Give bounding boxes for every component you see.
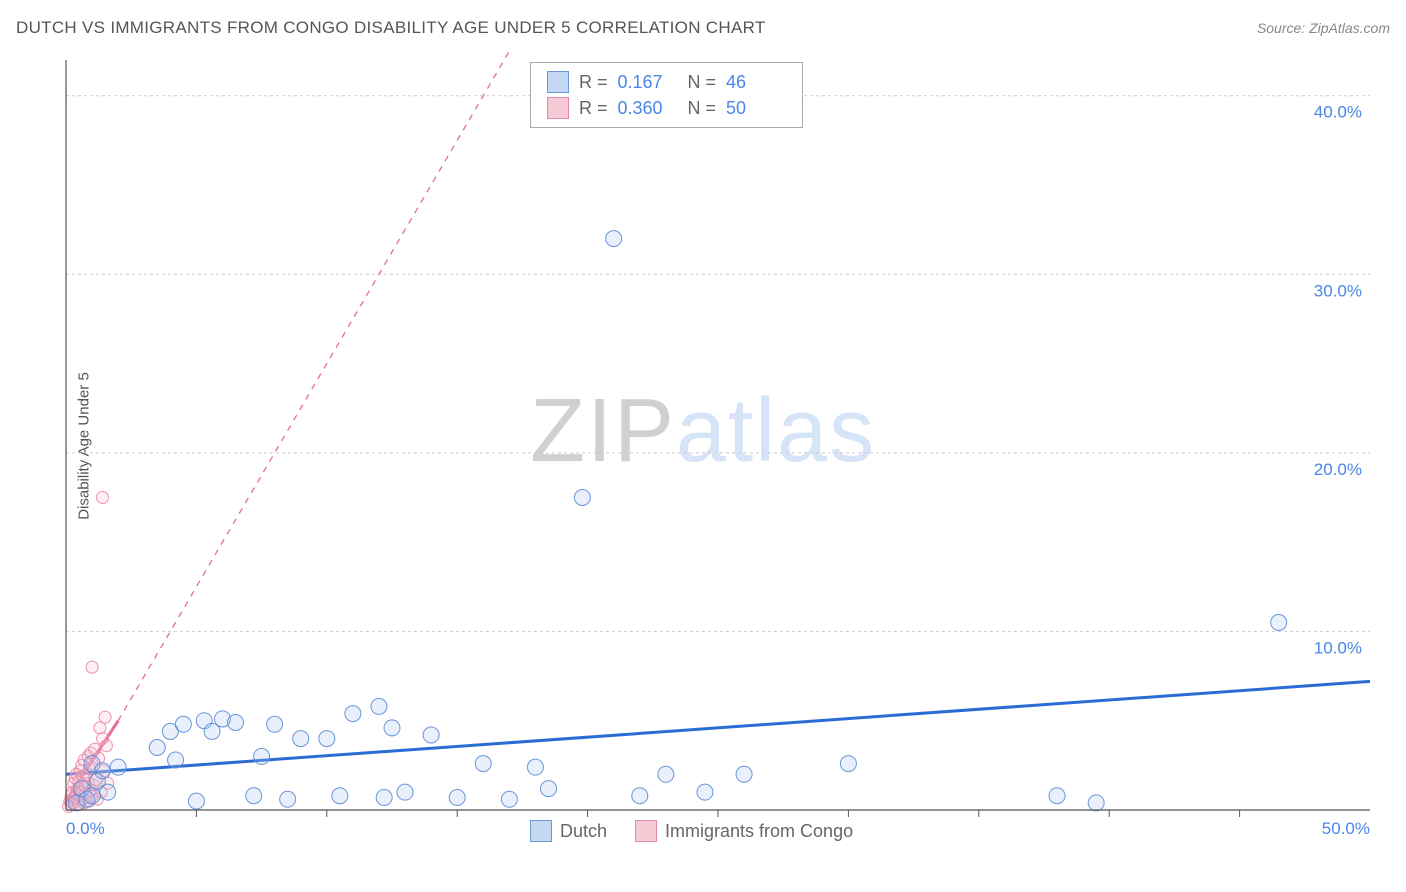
data-point <box>319 731 335 747</box>
n-label: N = <box>688 98 717 119</box>
data-point <box>527 759 543 775</box>
data-point <box>97 492 109 504</box>
legend-series: Dutch Immigrants from Congo <box>530 820 853 842</box>
data-point <box>606 231 622 247</box>
legend-label: Immigrants from Congo <box>665 821 853 842</box>
data-point <box>100 740 112 752</box>
r-value: 0.167 <box>618 72 678 93</box>
data-point <box>149 740 165 756</box>
data-point <box>736 766 752 782</box>
data-point <box>371 698 387 714</box>
legend-swatch <box>547 71 569 93</box>
scatter-chart: 10.0% 20.0% 30.0% 40.0% 0.0% 50.0% <box>50 50 1390 840</box>
data-point <box>95 763 111 779</box>
data-point <box>94 722 106 734</box>
title-bar: DUTCH VS IMMIGRANTS FROM CONGO DISABILIT… <box>16 18 1390 38</box>
r-value: 0.360 <box>618 98 678 119</box>
n-value: 50 <box>726 98 786 119</box>
plot-area: ZIPatlas 10.0%20.0%30.0%40.0%0.0%50.0% R… <box>50 50 1390 840</box>
data-point <box>86 661 98 673</box>
data-point <box>658 766 674 782</box>
data-point <box>175 716 191 732</box>
data-point <box>110 759 126 775</box>
data-point <box>188 793 204 809</box>
data-point <box>397 784 413 800</box>
data-point <box>254 748 270 764</box>
data-point <box>501 791 517 807</box>
data-point <box>384 720 400 736</box>
data-point <box>574 490 590 506</box>
legend-item: Dutch <box>530 820 607 842</box>
r-label: R = <box>579 72 608 93</box>
data-point <box>345 706 361 722</box>
n-label: N = <box>688 72 717 93</box>
legend-swatch <box>635 820 657 842</box>
data-point <box>423 727 439 743</box>
legend-label: Dutch <box>560 821 607 842</box>
data-point <box>267 716 283 732</box>
data-point <box>697 784 713 800</box>
data-point <box>1088 795 1104 811</box>
legend-row: R = 0.167 N = 46 <box>531 69 802 95</box>
data-point <box>376 790 392 806</box>
svg-text:20.0%: 20.0% <box>1314 460 1362 479</box>
data-point <box>1271 615 1287 631</box>
svg-text:30.0%: 30.0% <box>1314 281 1362 300</box>
data-point <box>1049 788 1065 804</box>
data-point <box>280 791 296 807</box>
legend-swatch <box>547 97 569 119</box>
data-point <box>99 711 111 723</box>
data-point <box>840 756 856 772</box>
data-point <box>228 715 244 731</box>
legend-correlation: R = 0.167 N = 46 R = 0.360 N = 50 <box>530 62 803 128</box>
svg-text:0.0%: 0.0% <box>66 819 105 838</box>
data-point <box>332 788 348 804</box>
svg-text:10.0%: 10.0% <box>1314 638 1362 657</box>
data-point <box>475 756 491 772</box>
chart-title: DUTCH VS IMMIGRANTS FROM CONGO DISABILIT… <box>16 18 766 38</box>
data-point <box>632 788 648 804</box>
data-point <box>100 784 116 800</box>
svg-text:50.0%: 50.0% <box>1322 819 1370 838</box>
legend-item: Immigrants from Congo <box>635 820 853 842</box>
data-point <box>246 788 262 804</box>
data-point <box>449 790 465 806</box>
data-point <box>168 752 184 768</box>
n-value: 46 <box>726 72 786 93</box>
svg-text:40.0%: 40.0% <box>1314 103 1362 122</box>
legend-row: R = 0.360 N = 50 <box>531 95 802 121</box>
r-label: R = <box>579 98 608 119</box>
data-point <box>293 731 309 747</box>
legend-swatch <box>530 820 552 842</box>
data-point <box>540 781 556 797</box>
data-point <box>84 788 100 804</box>
source-label: Source: ZipAtlas.com <box>1257 20 1390 36</box>
